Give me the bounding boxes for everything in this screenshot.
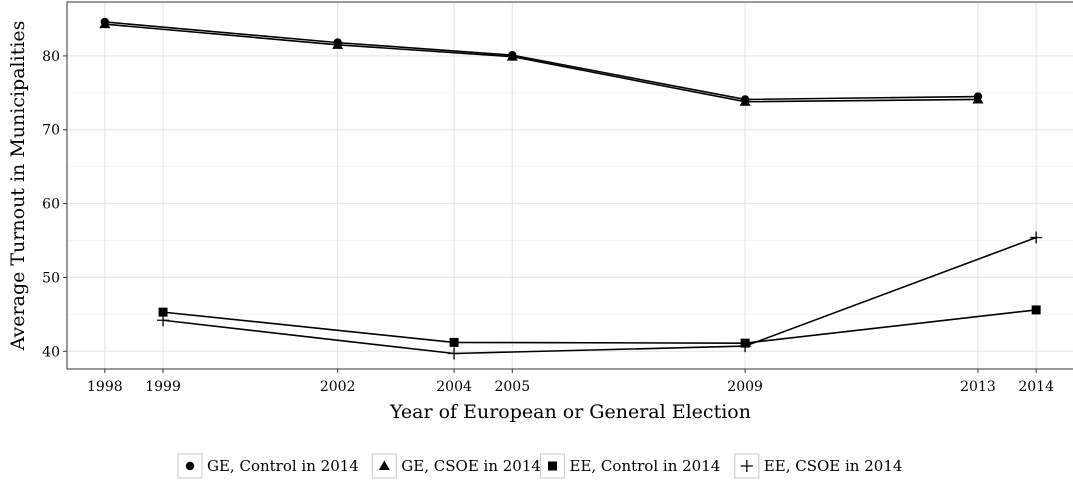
plot-background xyxy=(67,2,1073,369)
plot-grid xyxy=(67,2,1073,369)
legend-label: EE, Control in 2014 xyxy=(570,457,721,475)
data-point-triangle xyxy=(739,96,751,106)
x-tick-label: 2013 xyxy=(960,379,996,395)
y-tick-label: 60 xyxy=(42,197,60,213)
data-point-plus xyxy=(1030,231,1043,244)
x-tick-label: 2002 xyxy=(320,379,356,395)
y-axis-title: Average Turnout in Municipalities xyxy=(7,21,29,352)
legend-marker-square xyxy=(548,461,557,471)
data-point-plus xyxy=(448,347,461,360)
data-point-plus xyxy=(157,314,170,327)
x-tick-label: 1999 xyxy=(145,379,181,395)
data-point-triangle xyxy=(332,39,344,49)
x-tick-label: 2005 xyxy=(494,379,530,395)
legend-label: GE, Control in 2014 xyxy=(207,457,359,475)
data-point-square xyxy=(1031,305,1041,315)
x-tick-label: 1998 xyxy=(87,379,123,395)
data-point-triangle xyxy=(506,51,518,61)
legend-marker-circle xyxy=(185,461,195,471)
y-tick-label: 80 xyxy=(42,49,60,65)
y-tick-label: 40 xyxy=(42,344,60,360)
data-point-triangle xyxy=(972,93,984,104)
data-point-square xyxy=(158,307,168,317)
series-line xyxy=(162,236,1037,355)
plot-series xyxy=(99,17,1043,360)
data-point-plus xyxy=(739,340,752,353)
series-2 xyxy=(99,18,984,106)
y-tick-label: 50 xyxy=(42,270,60,286)
legend-item: EE, CSOE in 2014 xyxy=(734,453,903,479)
legend-label: EE, CSOE in 2014 xyxy=(764,457,903,475)
plot-axes: 40 50 60 70 80 1998 1999 2002 2004 2005 2009 2013 20… xyxy=(42,49,1054,395)
legend-marker-triangle xyxy=(378,460,390,470)
legend-item: EE, Control in 2014 xyxy=(540,453,721,479)
x-tick-label: 2004 xyxy=(436,379,472,395)
plot-border xyxy=(66,1,1073,370)
series-4 xyxy=(157,231,1043,360)
legend-marker-plus xyxy=(740,460,753,472)
x-axis-title: Year of European or General Election xyxy=(389,401,751,423)
legend-item: GE, Control in 2014 xyxy=(177,453,359,479)
y-tick-label: 70 xyxy=(42,123,60,139)
series-line xyxy=(162,309,1037,344)
x-tick-label: 2009 xyxy=(727,379,763,395)
data-point-square xyxy=(449,337,459,347)
data-point-triangle xyxy=(99,18,111,29)
x-tick-label: 2014 xyxy=(1018,379,1054,395)
legend-item: GE, CSOE in 2014 xyxy=(371,453,541,479)
legend: GE, Control in 2014 GE, CSOE in 2014 EE, C… xyxy=(177,453,903,479)
legend-label: GE, CSOE in 2014 xyxy=(401,457,541,475)
